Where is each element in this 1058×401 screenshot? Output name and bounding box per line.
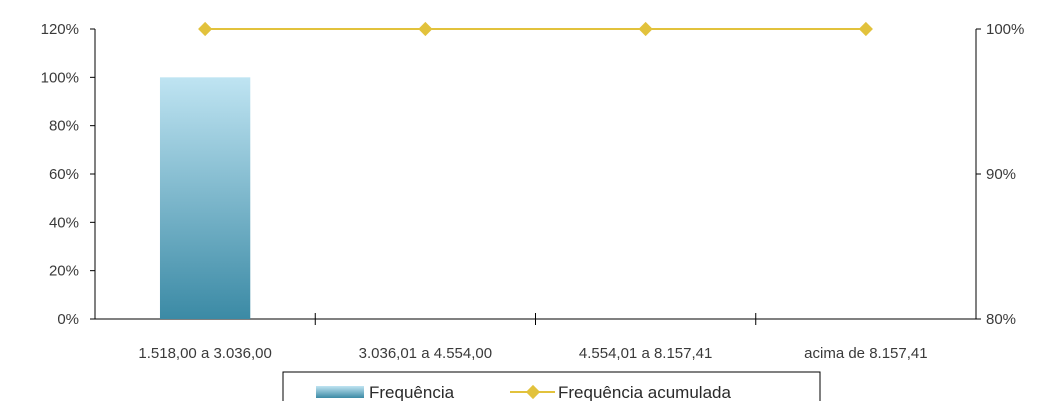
legend-label-frequencia: Frequência <box>369 383 455 401</box>
left-tick-label: 0% <box>57 311 79 328</box>
left-tick-label: 100% <box>41 69 79 86</box>
left-tick-label: 60% <box>49 166 79 183</box>
legend-label-frequencia-acumulada: Frequência acumulada <box>558 383 731 401</box>
x-tick-label: 4.554,01 a 8.157,41 <box>579 345 712 362</box>
point-frequencia-acumulada-1 <box>198 21 213 37</box>
point-frequencia-acumulada-3 <box>638 21 653 37</box>
left-tick-label: 80% <box>49 118 79 135</box>
right-tick-label: 90% <box>986 166 1016 183</box>
bar-frequencia-1 <box>159 77 251 319</box>
right-tick-label: 100% <box>986 21 1024 38</box>
legend-box <box>282 371 821 401</box>
x-tick-label: 3.036,01 a 4.554,00 <box>359 345 492 362</box>
right-tick-label: 80% <box>986 311 1016 328</box>
point-frequencia-acumulada-4 <box>858 21 873 37</box>
legend-marker-frequencia-acumulada <box>525 384 541 400</box>
point-frequencia-acumulada-2 <box>418 21 433 37</box>
legend: Frequência Frequência acumulada <box>282 371 821 401</box>
x-tick-label: acima de 8.157,41 <box>804 345 927 362</box>
legend-swatch-frequencia <box>316 386 364 398</box>
left-tick-label: 20% <box>49 263 79 280</box>
left-tick-label: 40% <box>49 214 79 231</box>
x-tick-label: 1.518,00 a 3.036,00 <box>138 345 271 362</box>
left-tick-label: 120% <box>41 21 79 38</box>
